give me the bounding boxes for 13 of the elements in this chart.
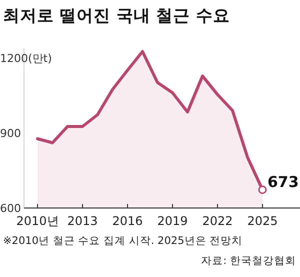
chart-title: 최저로 떨어진 국내 철근 수요	[3, 6, 230, 25]
y-tick-label: 1200(만t)	[0, 52, 52, 65]
x-tick-label: 2016	[112, 214, 143, 228]
text: ※2010년 철근 수요 집계 시작. 2025년은 전망치	[3, 235, 243, 247]
x-tick-label: 2022	[202, 214, 233, 228]
y-tick-label: 900	[0, 126, 21, 140]
x-tick-label: 2019	[157, 214, 188, 228]
x-tick-label: 2013	[67, 214, 98, 228]
annotation: 673	[268, 172, 299, 191]
x-tick-label: 2025	[247, 214, 278, 228]
x-tick-label: 2010년	[16, 214, 59, 228]
y-tick-label: 600	[0, 202, 21, 215]
text: 자료: 한국철강협회	[201, 255, 296, 267]
